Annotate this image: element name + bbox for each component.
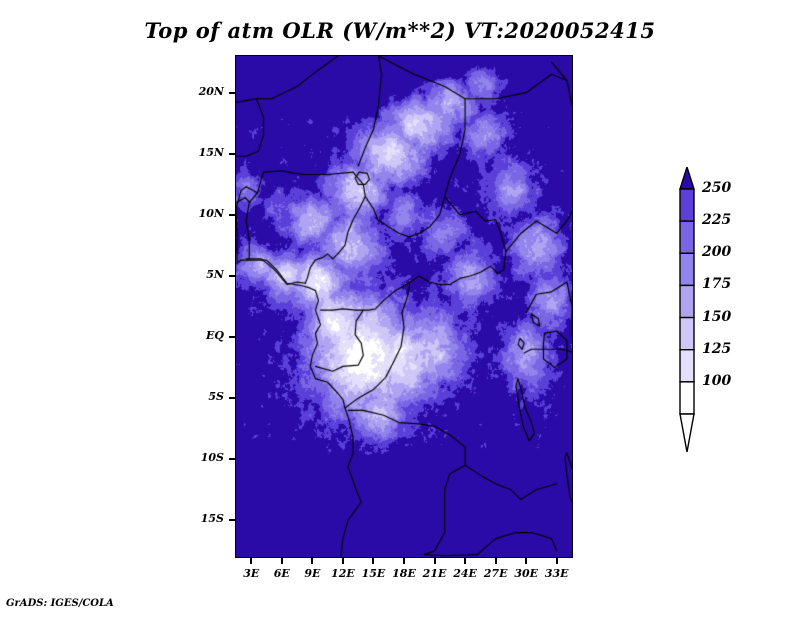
x-tick-label: 21E bbox=[422, 567, 447, 580]
x-tick-label: 30E bbox=[514, 567, 539, 580]
colorbar: 250 225 200 175 150 125 100 bbox=[672, 167, 792, 452]
x-tick-label: 3E bbox=[243, 567, 260, 580]
y-tick-label: 5N bbox=[206, 267, 224, 281]
x-tick-mark bbox=[250, 557, 253, 564]
x-tick-mark bbox=[341, 557, 344, 564]
colorbar-tick-label: 250 bbox=[702, 180, 732, 196]
colorbar-swatches bbox=[679, 167, 695, 452]
x-tick-mark bbox=[372, 557, 375, 564]
x-tick-label: 6E bbox=[273, 567, 290, 580]
x-tick-mark bbox=[494, 557, 497, 564]
y-tick-mark bbox=[229, 519, 236, 522]
colorbar-band bbox=[679, 349, 695, 383]
colorbar-tick-label: 200 bbox=[702, 244, 732, 261]
x-tick-label: 24E bbox=[453, 567, 477, 580]
y-tick-label: 10N bbox=[198, 206, 224, 220]
y-tick-label: 5S bbox=[208, 390, 224, 404]
y-tick-label: 15S bbox=[200, 512, 224, 526]
footer-credit: GrADS: IGES/COLA bbox=[6, 598, 114, 609]
x-tick-mark bbox=[433, 557, 436, 564]
x-tick-mark bbox=[525, 557, 528, 564]
y-tick-label: 10S bbox=[200, 451, 224, 465]
y-tick-mark bbox=[229, 213, 236, 216]
y-tick-mark bbox=[229, 336, 236, 339]
y-tick-mark bbox=[229, 397, 236, 400]
colorbar-tick-label: 100 bbox=[702, 372, 732, 389]
y-tick-label: 15N bbox=[198, 145, 224, 159]
x-tick-label: 9E bbox=[304, 567, 321, 580]
colorbar-tick-label: 125 bbox=[702, 340, 732, 357]
y-tick-label: 20N bbox=[198, 84, 224, 98]
x-tick-label: 12E bbox=[331, 567, 355, 580]
y-tick-mark bbox=[229, 152, 236, 155]
colorbar-band bbox=[679, 316, 695, 351]
x-tick-mark bbox=[464, 557, 467, 564]
y-tick-label: EQ bbox=[206, 329, 224, 343]
colorbar-arrow-max bbox=[679, 167, 695, 190]
olr-heatmap-canvas bbox=[236, 56, 572, 557]
page-title: Top of atm OLR (W/m**2) VT:2020052415 bbox=[144, 18, 656, 43]
colorbar-band bbox=[679, 220, 695, 254]
colorbar-band bbox=[679, 252, 695, 287]
x-tick-label: 27E bbox=[483, 567, 508, 580]
map-plot-area bbox=[235, 55, 573, 558]
colorbar-tick-label: 225 bbox=[702, 212, 732, 229]
colorbar-tick-label: 175 bbox=[702, 276, 732, 293]
x-tick-label: 33E bbox=[544, 567, 569, 580]
y-tick-mark bbox=[229, 274, 236, 277]
colorbar-band bbox=[679, 284, 695, 319]
y-tick-mark bbox=[229, 91, 236, 94]
x-tick-label: 18E bbox=[392, 567, 416, 580]
x-tick-mark bbox=[311, 557, 314, 564]
colorbar-arrow-min bbox=[679, 413, 695, 452]
x-tick-mark bbox=[403, 557, 405, 564]
x-tick-mark bbox=[555, 557, 558, 564]
x-tick-mark bbox=[280, 557, 283, 564]
colorbar-band bbox=[679, 381, 695, 415]
y-tick-mark bbox=[229, 458, 236, 461]
x-tick-label: 15E bbox=[361, 567, 386, 580]
colorbar-band bbox=[679, 188, 695, 222]
colorbar-tick-label: 150 bbox=[702, 308, 732, 325]
